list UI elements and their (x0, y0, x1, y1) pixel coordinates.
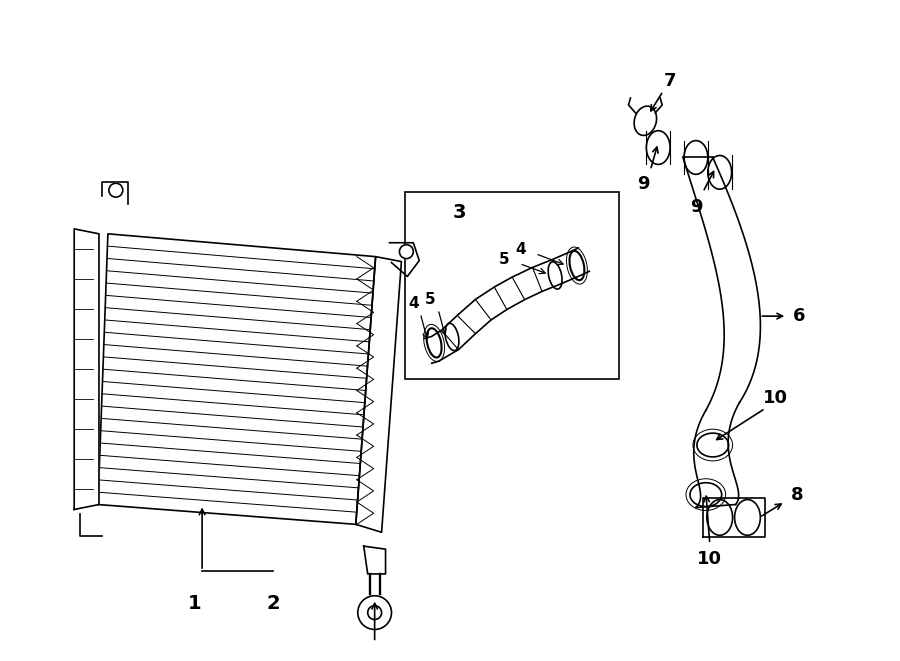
Text: 9: 9 (637, 175, 650, 193)
Circle shape (360, 598, 390, 627)
Text: 10: 10 (762, 389, 788, 407)
Circle shape (400, 245, 413, 258)
Text: 4: 4 (515, 242, 526, 257)
Text: 7: 7 (664, 72, 677, 90)
Circle shape (109, 183, 122, 197)
Polygon shape (74, 229, 99, 510)
Text: 9: 9 (689, 198, 702, 216)
Text: 4: 4 (408, 295, 418, 311)
Text: 2: 2 (266, 594, 280, 613)
Text: 5: 5 (500, 252, 510, 267)
Text: 8: 8 (791, 486, 804, 504)
Text: 6: 6 (793, 307, 806, 325)
Text: 1: 1 (187, 594, 201, 613)
Text: 3: 3 (454, 202, 467, 221)
Text: 10: 10 (698, 550, 723, 568)
Bar (405, 192, 618, 379)
Text: 5: 5 (425, 292, 436, 307)
